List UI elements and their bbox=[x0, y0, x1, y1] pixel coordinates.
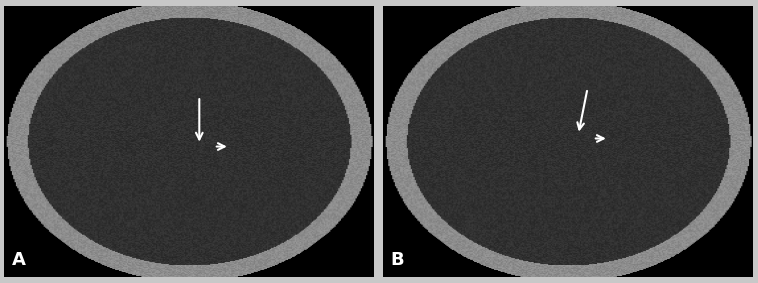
Text: B: B bbox=[390, 251, 404, 269]
Text: A: A bbox=[11, 251, 26, 269]
